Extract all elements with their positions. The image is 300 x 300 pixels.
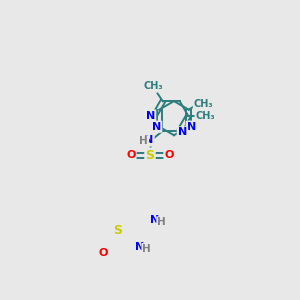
Text: N: N	[144, 135, 154, 146]
Text: S: S	[113, 224, 122, 237]
Text: N: N	[187, 122, 196, 132]
Text: CH₃: CH₃	[143, 81, 163, 92]
Text: N: N	[178, 128, 187, 137]
Text: N: N	[152, 122, 161, 132]
Text: N: N	[146, 110, 155, 121]
Text: N: N	[135, 242, 144, 252]
Text: O: O	[98, 248, 108, 258]
Text: N: N	[150, 215, 159, 225]
Text: H: H	[139, 136, 148, 146]
Text: H: H	[157, 218, 166, 227]
Text: O: O	[126, 150, 136, 160]
Text: S: S	[146, 149, 154, 162]
Text: CH₃: CH₃	[196, 111, 215, 121]
Text: H: H	[142, 244, 151, 254]
Text: O: O	[164, 150, 174, 160]
Text: CH₃: CH₃	[194, 99, 213, 109]
